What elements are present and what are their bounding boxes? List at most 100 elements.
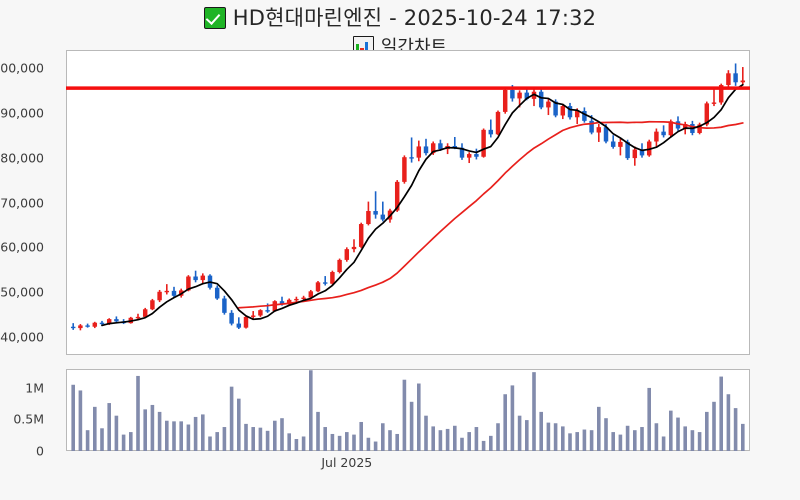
volume-bar	[85, 430, 90, 451]
candle-body	[200, 275, 206, 281]
volume-bar	[143, 409, 147, 451]
candle-body	[502, 89, 508, 112]
volume-bar	[712, 401, 716, 451]
volume-bar	[640, 427, 644, 451]
candle-body	[193, 276, 198, 281]
candle-body	[171, 290, 177, 296]
candle-body	[481, 129, 486, 157]
candle-body	[315, 282, 321, 292]
volume-bar	[575, 432, 579, 451]
volume-bar	[489, 435, 493, 451]
price-tick-label: 60,000	[0, 239, 44, 255]
candle-body	[733, 73, 738, 83]
volume-bar	[301, 436, 306, 451]
price-tick-label: 90,000	[0, 105, 44, 121]
candle-body	[704, 103, 710, 125]
candle-body	[135, 316, 141, 319]
candle-body	[553, 101, 558, 116]
volume-bar	[381, 423, 385, 451]
candle-body	[567, 106, 573, 118]
volume-bar	[741, 423, 745, 451]
candle-body	[610, 141, 616, 147]
candle-body	[661, 131, 666, 136]
volume-bar	[287, 433, 291, 451]
volume-bar	[172, 421, 176, 451]
candle-body	[531, 91, 537, 99]
volume-bar	[395, 433, 399, 451]
volume-bar	[208, 436, 212, 451]
x-tick-label: Jul 2025	[321, 455, 373, 470]
volume-bar	[359, 421, 363, 451]
candle-body	[322, 282, 328, 284]
candle-body	[697, 124, 702, 133]
price-tick-label: 100,000	[0, 60, 44, 76]
candle-body	[99, 322, 105, 325]
candle-body	[430, 143, 436, 154]
volume-bar	[582, 429, 587, 451]
volume-bar	[553, 423, 558, 451]
volume-bar	[229, 386, 234, 451]
price-tick-label: 80,000	[0, 150, 44, 166]
volume-bar	[186, 424, 191, 451]
volume-bar	[625, 425, 630, 451]
candle-body	[495, 111, 501, 135]
volume-bar	[510, 385, 515, 451]
candle-body	[560, 106, 566, 116]
candle-body	[243, 316, 249, 328]
candle-body	[546, 101, 551, 108]
candle-body	[380, 214, 386, 220]
volume-bar	[157, 411, 162, 451]
candle-body	[668, 121, 674, 136]
candle-body	[740, 80, 746, 83]
candle-body	[250, 315, 256, 317]
volume-bar	[201, 414, 205, 451]
volume-tick-label: 0.5M	[13, 411, 44, 427]
volume-bar	[683, 426, 687, 451]
volume-bar	[561, 426, 565, 451]
candle-body	[236, 323, 242, 328]
price-tick-label: 40,000	[0, 329, 44, 345]
candle-body	[459, 147, 465, 158]
volume-bar	[697, 432, 702, 451]
volume-bar	[330, 433, 335, 451]
candle-body	[142, 309, 148, 317]
volume-bar	[597, 406, 601, 451]
candle-body	[510, 89, 515, 99]
volume-bar	[532, 372, 536, 451]
candle-body	[466, 154, 472, 158]
volume-bar	[654, 423, 659, 451]
candle-body	[286, 299, 292, 305]
candle-body	[596, 127, 602, 133]
volume-bar	[719, 376, 723, 451]
volume-bar	[676, 417, 680, 451]
candle-body	[78, 325, 83, 329]
candle-body	[358, 224, 364, 247]
candle-body	[92, 322, 98, 327]
candle-body	[711, 102, 717, 104]
candle-body	[157, 291, 162, 301]
candle-body	[186, 276, 191, 291]
volume-bar	[568, 433, 572, 451]
volume-bar	[661, 436, 666, 451]
candle-body	[373, 211, 378, 215]
volume-bar	[258, 427, 263, 451]
volume-bar	[280, 418, 284, 451]
candle-body	[423, 146, 429, 154]
candle-body	[301, 297, 306, 299]
candle-body	[272, 301, 278, 312]
volume-bar	[517, 415, 522, 451]
candle-body	[618, 141, 623, 147]
volume-tick-label: 1M	[25, 380, 44, 396]
volume-bar	[402, 379, 407, 451]
volume-bar	[316, 411, 320, 451]
ma-long-line	[237, 120, 744, 309]
volume-bar	[496, 423, 500, 451]
candle-body	[538, 91, 544, 108]
candle-body	[574, 111, 580, 118]
candle-body	[452, 145, 458, 148]
volume-bar	[474, 427, 479, 451]
volume-bar	[337, 435, 342, 451]
candle-body	[279, 301, 285, 305]
candle-body	[214, 287, 220, 299]
